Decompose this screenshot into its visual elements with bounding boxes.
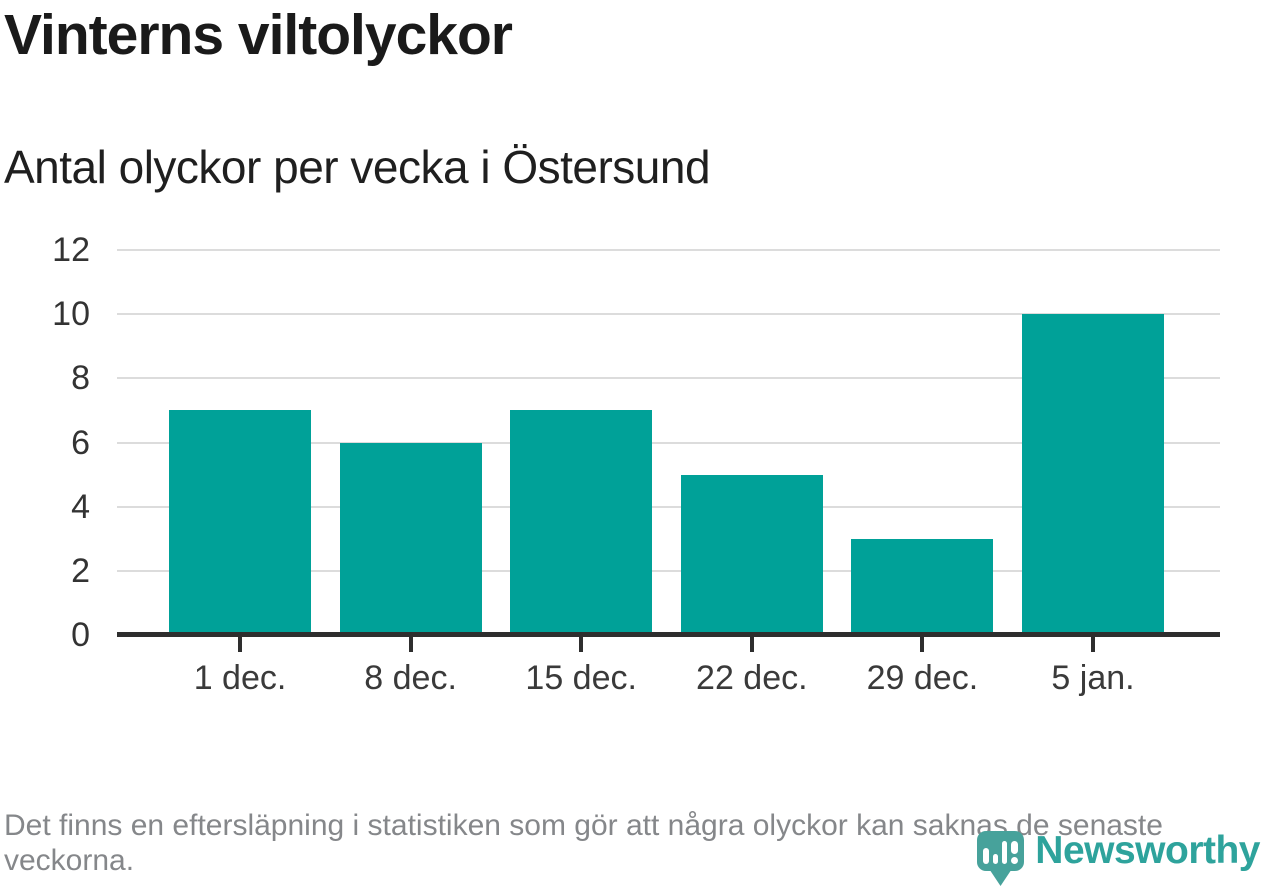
x-tick-mark — [238, 637, 242, 652]
logo-exclamation — [1011, 841, 1019, 864]
x-tick-label: 29 dec. — [866, 659, 979, 697]
plot-area — [117, 249, 1220, 635]
logo-bar-3 — [1001, 841, 1008, 864]
gridline — [117, 569, 1220, 572]
bar — [169, 410, 311, 635]
x-tick-mark — [920, 637, 925, 652]
y-tick-label: 0 — [71, 616, 90, 654]
bar — [510, 410, 653, 635]
x-tick-mark — [579, 637, 584, 652]
gridline — [117, 313, 1220, 316]
chart-subtitle: Antal olyckor per vecka i Östersund — [4, 141, 711, 193]
page-title: Vinterns viltolyckor — [4, 3, 513, 67]
x-tick-mark — [408, 637, 413, 652]
y-tick-label: 6 — [71, 423, 90, 462]
footnote: Det finns en eftersläpning i statistiken… — [4, 809, 1163, 877]
logo-wordmark: Newsworthy — [1035, 829, 1260, 872]
bar — [1022, 314, 1164, 635]
bar-chart-speech-bubble-icon — [977, 831, 1025, 886]
x-tick-label: 1 dec. — [193, 659, 287, 697]
gridline — [117, 249, 1220, 251]
y-tick-label: 10 — [52, 295, 90, 334]
bar — [680, 474, 823, 635]
x-tick-label: 22 dec. — [696, 659, 808, 697]
x-tick-mark — [1091, 637, 1095, 652]
axis-baseline — [117, 632, 1220, 637]
x-tick-label: 8 dec. — [364, 659, 457, 697]
y-tick-label: 4 — [71, 487, 90, 526]
gridline — [117, 505, 1220, 508]
logo-bubble-tail — [988, 868, 1013, 886]
gridline — [117, 441, 1220, 444]
newsworthy-logo: Newsworthy — [977, 829, 1260, 886]
x-tick-label: 5 jan. — [1051, 659, 1135, 697]
logo-bar-1 — [983, 848, 989, 864]
y-tick-label: 8 — [71, 359, 90, 398]
x-axis: 1 dec. 8 dec. 15 dec. 22 dec. 29 dec. 5 jan. — [117, 637, 1220, 707]
bar — [851, 538, 994, 635]
y-tick-label: 12 — [52, 231, 90, 269]
gridline — [117, 377, 1220, 380]
logo-bar-2 — [992, 854, 998, 864]
x-tick-label: 15 dec. — [525, 659, 637, 697]
y-axis: 0 2 4 6 8 10 12 — [0, 232, 90, 653]
y-tick-label: 2 — [71, 551, 90, 590]
bar — [339, 442, 482, 635]
x-tick-mark — [749, 637, 754, 652]
